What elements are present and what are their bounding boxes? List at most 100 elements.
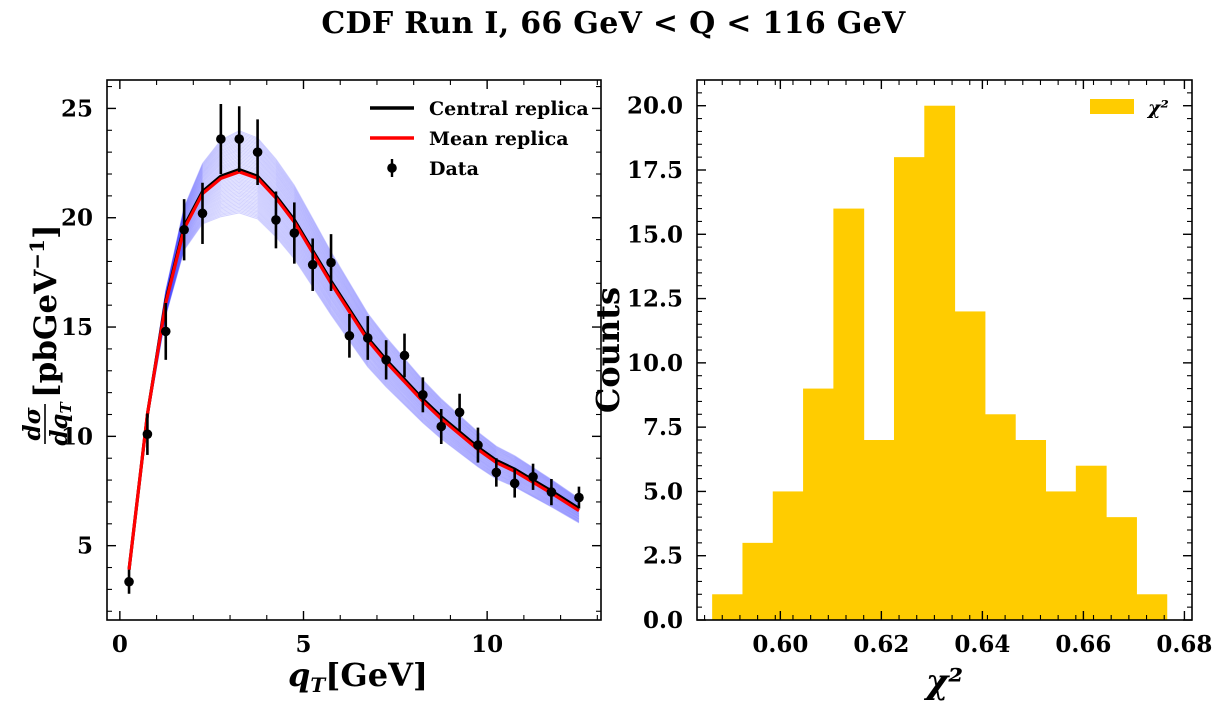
- right-plot-panel: 0.60 0.62 0.64 0.66 0.68 0.0 2.5 5.0 7.5 10.0 12.5…: [589, 79, 1212, 702]
- histogram-bar: [833, 208, 865, 621]
- histogram-bar: [772, 491, 804, 620]
- data-point: [546, 487, 557, 497]
- replica-line: [128, 155, 580, 570]
- replica-line: [128, 199, 580, 571]
- replica-line: [128, 192, 580, 571]
- replica-line: [128, 205, 580, 571]
- y-title-units: [pbGeV−1]: [25, 224, 64, 398]
- y-tick-label: 7.5: [643, 414, 683, 441]
- data-point: [252, 147, 263, 157]
- y-title-denominator: dqT: [46, 401, 75, 446]
- replica-line: [128, 178, 580, 570]
- y-tick-label: 17.5: [627, 157, 683, 184]
- replica-line: [128, 153, 580, 570]
- left-axes-frame: [106, 79, 602, 621]
- replica-line: [128, 146, 580, 570]
- data-point: [491, 467, 502, 478]
- legend-central-label: Central replica: [429, 98, 589, 120]
- y-tick-label: 0.0: [643, 607, 683, 634]
- data-point: [271, 215, 281, 225]
- data-point: [381, 355, 391, 365]
- data-point: [418, 390, 428, 400]
- data-point: [234, 134, 245, 144]
- legend-mean-label: Mean replica: [429, 128, 569, 150]
- x-tick-label: 0.60: [752, 631, 808, 658]
- left-legend: Central replica Mean replica Data: [370, 98, 589, 180]
- x-tick-label: 5: [295, 631, 311, 658]
- replica-line: [128, 202, 580, 571]
- data-point: [436, 421, 447, 432]
- figure-title: CDF Run I, 66 GeV < Q < 116 GeV: [321, 6, 906, 41]
- data-point: [362, 333, 373, 343]
- replica-line: [128, 206, 580, 571]
- y-tick-label: 20.0: [627, 93, 683, 120]
- replica-line: [128, 201, 580, 571]
- replica-line: [128, 183, 580, 571]
- replica-line: [128, 148, 580, 570]
- right-y-axis-title: Counts: [589, 287, 627, 413]
- replica-line: [128, 197, 580, 571]
- data-point: [289, 228, 300, 238]
- replica-line: [128, 203, 580, 571]
- histogram-bar: [803, 388, 834, 620]
- y-tick-label: 15: [61, 314, 93, 341]
- x-tick-label: 0.62: [853, 631, 909, 658]
- replica-line: [128, 134, 580, 570]
- x-tick-label: 0.64: [954, 631, 1010, 658]
- replica-line: [128, 184, 580, 571]
- replica-line: [128, 181, 580, 570]
- x-tick-label: 0: [112, 631, 128, 658]
- y-tick-label: 10: [61, 423, 93, 450]
- replica-line: [128, 151, 580, 570]
- data-point: [307, 259, 318, 270]
- histogram-bar: [1015, 440, 1047, 620]
- data-point: [528, 472, 538, 482]
- histogram-bars: [712, 105, 1168, 621]
- replica-line: [128, 138, 580, 570]
- left-x-axis-title: qT[GeV]: [288, 656, 428, 697]
- replica-line: [128, 135, 580, 570]
- replica-line: [128, 131, 580, 569]
- y-tick-label: 12.5: [627, 286, 683, 313]
- data-point: [160, 326, 171, 337]
- replica-line: [128, 145, 580, 570]
- y-tick-label: 5.0: [643, 478, 683, 505]
- histogram-bar: [742, 542, 774, 620]
- data-point: [399, 350, 410, 361]
- data-points: [124, 104, 584, 594]
- y-tick-label: 2.5: [643, 543, 683, 570]
- data-point: [142, 429, 153, 439]
- histogram-bar: [1045, 491, 1077, 620]
- legend-chi2-label: χ²: [1146, 97, 1169, 119]
- data-point: [326, 257, 336, 268]
- legend-data-marker: [387, 163, 397, 173]
- right-legend: χ²: [1090, 97, 1169, 119]
- histogram-bar: [984, 414, 1016, 620]
- replica-line: [128, 139, 580, 570]
- histogram-bar: [712, 594, 743, 620]
- replica-line: [128, 195, 580, 571]
- replica-line: [128, 137, 580, 570]
- histogram-bar: [954, 311, 986, 620]
- replica-line: [128, 141, 580, 570]
- data-point: [344, 330, 355, 341]
- replica-line: [128, 152, 580, 570]
- replica-bands: [128, 130, 580, 571]
- right-x-axis-title: χ²: [924, 662, 963, 702]
- replica-line: [128, 142, 580, 570]
- y-title-numerator: dσ: [19, 407, 46, 440]
- replica-line: [128, 194, 580, 571]
- histogram-bar: [1075, 465, 1107, 620]
- data-point: [197, 208, 208, 219]
- y-tick-label: 5: [77, 533, 93, 560]
- y-tick-label: 15.0: [627, 221, 683, 248]
- data-point: [124, 576, 134, 587]
- x-tick-label: 0.66: [1055, 631, 1111, 658]
- replica-line: [128, 132, 580, 569]
- histogram-bar: [893, 157, 925, 620]
- y-tick-label: 25: [61, 95, 93, 122]
- x-tick-label: 0.68: [1156, 631, 1212, 658]
- replica-line: [128, 177, 580, 570]
- data-point: [574, 492, 584, 503]
- histogram-bar: [863, 440, 895, 620]
